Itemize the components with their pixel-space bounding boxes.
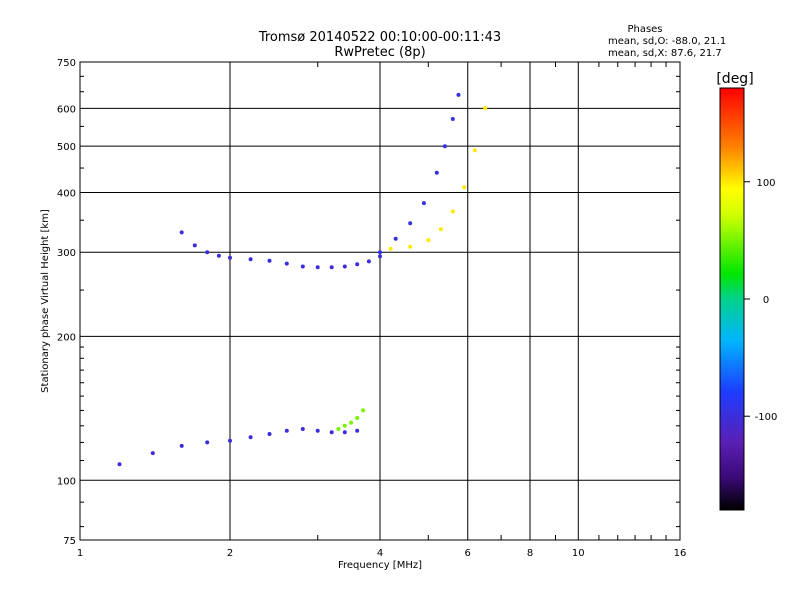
data-point bbox=[483, 106, 488, 111]
data-point bbox=[315, 265, 320, 270]
colorbar-ticks: 100 0 -100 bbox=[744, 178, 777, 423]
x-tick-label: 10 bbox=[572, 548, 585, 559]
data-point bbox=[150, 451, 155, 456]
data-point bbox=[408, 221, 413, 226]
stats-line-x: mean, sd,X: 87.6, 21.7 bbox=[608, 48, 722, 59]
x-tick-label: 1 bbox=[77, 548, 83, 559]
axis-ticks: 1 2 4 6 8 10 16 75 100 200 300 400 500 600 750 bbox=[57, 58, 686, 559]
data-point bbox=[450, 209, 455, 214]
data-point bbox=[472, 148, 477, 153]
colorbar-tick-label: -100 bbox=[755, 412, 778, 423]
data-point bbox=[248, 257, 253, 262]
data-point bbox=[442, 144, 447, 149]
data-point bbox=[216, 253, 221, 258]
data-point bbox=[248, 435, 253, 440]
stats-header: Phases bbox=[627, 24, 662, 35]
data-point bbox=[355, 262, 360, 267]
chart-title-line1: Tromsø 20140522 00:10:00-00:11:43 bbox=[258, 30, 501, 45]
x-axis-label: Frequency [MHz] bbox=[338, 560, 422, 571]
data-point bbox=[228, 438, 232, 443]
chart-title-line2: RwPretec (8p) bbox=[334, 45, 425, 60]
y-tick-label: 200 bbox=[57, 332, 76, 343]
x-tick-label: 4 bbox=[377, 548, 383, 559]
data-point bbox=[267, 432, 272, 436]
plot-frame bbox=[79, 61, 681, 541]
grid-lines bbox=[80, 62, 680, 540]
colorbar bbox=[719, 87, 745, 511]
data-point bbox=[349, 420, 354, 425]
data-point bbox=[361, 408, 366, 413]
data-point bbox=[426, 238, 431, 243]
colorbar-tick-label: 0 bbox=[763, 295, 769, 306]
x-tick-label: 2 bbox=[227, 548, 233, 559]
data-point bbox=[192, 243, 197, 248]
data-point bbox=[462, 185, 467, 190]
y-tick-label: 75 bbox=[63, 536, 76, 547]
x-tick-label: 8 bbox=[527, 548, 533, 559]
data-point bbox=[438, 227, 443, 232]
data-point bbox=[450, 117, 455, 121]
stats-line-o: mean, sd,O: -88.0, 21.1 bbox=[608, 36, 726, 47]
data-point bbox=[205, 440, 210, 445]
colorbar-label: [deg] bbox=[716, 71, 753, 87]
x-tick-label: 6 bbox=[465, 548, 471, 559]
data-point bbox=[355, 428, 360, 433]
y-axis-label: Stationary phase Virtual Height [km] bbox=[40, 209, 51, 393]
data-point bbox=[329, 430, 334, 435]
x-tick-label: 16 bbox=[674, 548, 687, 559]
data-point bbox=[329, 265, 334, 270]
colorbar-tick-label: 100 bbox=[756, 178, 775, 189]
y-tick-label: 300 bbox=[57, 248, 76, 259]
data-point bbox=[284, 428, 289, 433]
data-point bbox=[228, 255, 232, 260]
data-point bbox=[300, 427, 305, 431]
y-tick-label: 750 bbox=[57, 58, 76, 69]
data-point bbox=[366, 259, 371, 264]
data-point bbox=[421, 201, 426, 206]
y-tick-label: 600 bbox=[57, 104, 76, 115]
data-point bbox=[408, 244, 413, 249]
data-point bbox=[205, 250, 210, 255]
data-point bbox=[267, 258, 272, 263]
data-point bbox=[117, 462, 122, 467]
data-point bbox=[336, 427, 341, 431]
data-point bbox=[342, 264, 347, 269]
y-tick-label: 100 bbox=[57, 476, 76, 487]
data-point bbox=[300, 264, 305, 269]
data-point bbox=[179, 230, 184, 235]
data-point bbox=[456, 92, 461, 97]
data-point bbox=[393, 236, 398, 241]
data-point bbox=[342, 423, 347, 428]
data-point bbox=[315, 428, 320, 433]
data-point bbox=[388, 246, 393, 251]
data-point bbox=[284, 261, 289, 266]
data-point bbox=[378, 250, 382, 255]
y-tick-label: 500 bbox=[57, 142, 76, 153]
scatter-points bbox=[117, 92, 488, 467]
y-tick-label: 400 bbox=[57, 188, 76, 199]
data-point bbox=[434, 170, 439, 175]
data-point bbox=[378, 254, 382, 259]
data-point bbox=[179, 443, 184, 448]
data-point bbox=[355, 416, 360, 420]
data-point bbox=[342, 430, 347, 435]
